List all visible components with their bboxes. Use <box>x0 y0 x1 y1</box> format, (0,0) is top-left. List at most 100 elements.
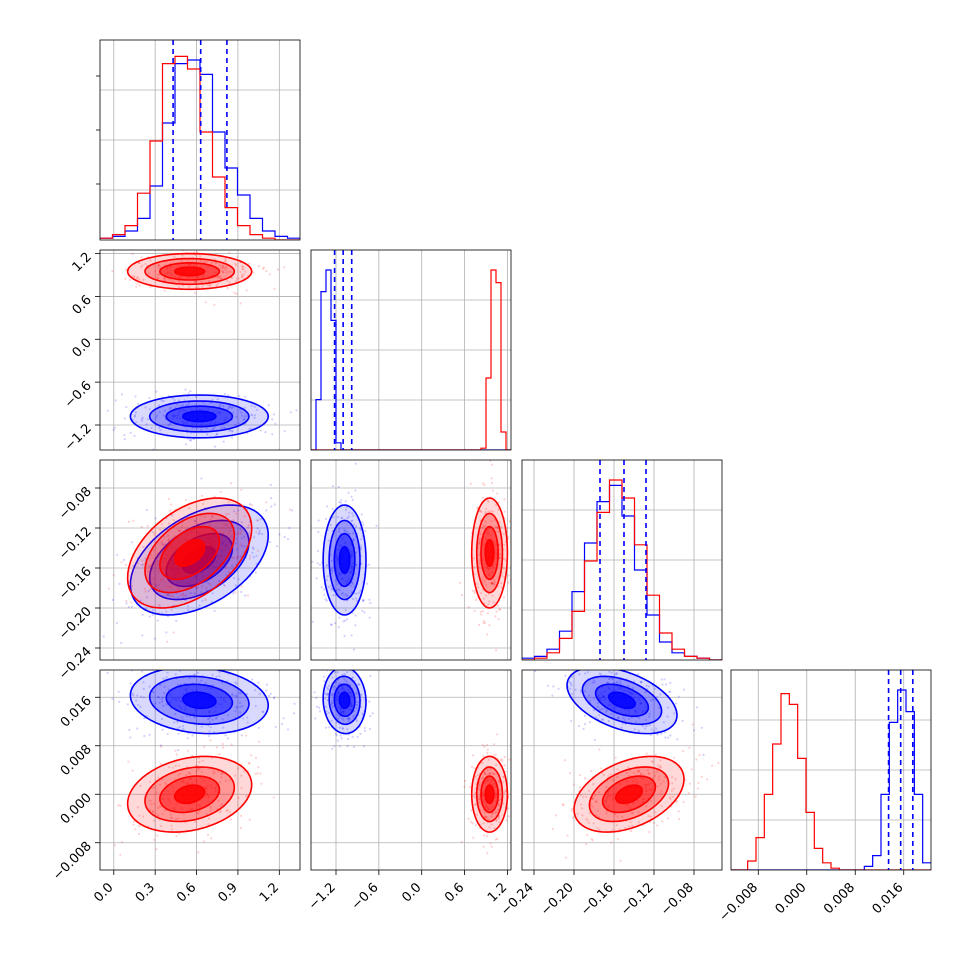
scatter-point <box>354 597 357 600</box>
scatter-point <box>640 680 643 684</box>
scatter-point <box>607 775 610 778</box>
scatter-point <box>659 792 662 795</box>
scatter-point <box>494 810 497 813</box>
scatter-point <box>498 821 501 824</box>
scatter-point <box>305 426 307 428</box>
scatter-point <box>181 593 184 596</box>
scatter-point <box>611 829 614 832</box>
scatter-point <box>133 434 136 437</box>
scatter-point <box>494 615 497 618</box>
panel-border <box>310 249 512 451</box>
scatter-point <box>205 589 208 592</box>
scatter-point <box>181 724 185 728</box>
scatter-point <box>658 775 661 778</box>
scatter-point <box>166 593 169 596</box>
scatter-point <box>489 772 492 775</box>
scatter-point <box>293 712 296 715</box>
scatter-point <box>201 585 204 588</box>
scatter-point <box>661 683 664 686</box>
scatter-point <box>355 563 358 566</box>
scatter-point <box>331 702 334 705</box>
scatter-point <box>473 592 476 595</box>
panel-1-0 <box>99 249 307 451</box>
scatter-point <box>490 582 493 585</box>
scatter-point <box>136 562 139 565</box>
scatter-point <box>241 265 244 268</box>
scatter-point <box>499 759 502 762</box>
panel-2-1 <box>310 459 512 661</box>
scatter-point <box>125 602 128 605</box>
scatter-point <box>230 520 234 523</box>
scatter-point <box>223 427 226 430</box>
scatter-point <box>583 723 587 726</box>
contour-red <box>126 497 253 609</box>
scatter-point <box>171 397 174 400</box>
scatter-point <box>551 694 554 697</box>
scatter-point <box>626 771 629 775</box>
y-tick-label: −0.20 <box>56 604 95 643</box>
scatter-point <box>235 415 238 418</box>
scatter-point <box>479 610 482 613</box>
scatter-point <box>324 598 327 601</box>
scatter-point <box>237 578 240 581</box>
scatter-point <box>235 682 238 685</box>
scatter-point <box>211 515 214 518</box>
scatter-point <box>339 734 342 737</box>
scatter-point <box>358 527 362 530</box>
scatter-point <box>205 586 208 590</box>
scatter-point <box>345 680 348 683</box>
scatter-point <box>338 745 341 748</box>
scatter-point <box>242 418 246 421</box>
scatter-point <box>242 273 246 276</box>
scatter-point <box>206 284 209 287</box>
scatter-point <box>111 598 114 602</box>
scatter-point <box>155 791 158 794</box>
scatter-point <box>127 520 130 523</box>
scatter-point <box>136 276 139 279</box>
contour-red <box>173 266 206 277</box>
contour-blue <box>165 683 234 718</box>
scatter-point <box>649 724 652 727</box>
histogram-blue <box>731 689 931 870</box>
scatter-point <box>239 701 242 704</box>
scatter-point <box>672 756 676 759</box>
scatter-point <box>158 411 161 414</box>
scatter-point <box>231 564 234 567</box>
y-tick-label: 0.6 <box>70 293 95 318</box>
scatter-point <box>210 515 214 518</box>
scatter-point <box>653 774 657 777</box>
scatter-point <box>692 729 696 732</box>
scatter-point <box>153 533 156 536</box>
scatter-point <box>480 613 483 616</box>
scatter-point <box>227 394 230 397</box>
scatter-point <box>563 759 567 762</box>
scatter-point <box>355 525 358 528</box>
panel-content <box>100 666 300 870</box>
scatter-point <box>205 813 208 816</box>
y-tick-label: 1.2 <box>70 250 95 275</box>
scatter-point <box>595 800 598 803</box>
scatter-point <box>140 266 143 269</box>
scatter-point <box>564 674 567 677</box>
scatter-point <box>497 816 500 819</box>
scatter-point <box>213 666 215 668</box>
scatter-point <box>138 284 141 287</box>
scatter-point <box>491 582 494 585</box>
scatter-point <box>131 692 134 696</box>
scatter-point <box>234 681 237 684</box>
scatter-point <box>663 678 666 681</box>
scatter-point <box>228 556 231 559</box>
scatter-point <box>233 510 236 513</box>
scatter-point <box>335 721 338 724</box>
scatter-point <box>502 776 505 779</box>
scatter-point <box>222 440 225 443</box>
scatter-point <box>696 706 699 709</box>
scatter-point <box>617 717 620 720</box>
scatter-point <box>160 541 163 544</box>
scatter-point <box>669 796 672 799</box>
scatter-point <box>203 745 206 749</box>
scatter-point <box>519 814 521 816</box>
scatter-point <box>317 706 321 709</box>
scatter-point <box>327 539 330 542</box>
scatter-point <box>219 781 222 784</box>
